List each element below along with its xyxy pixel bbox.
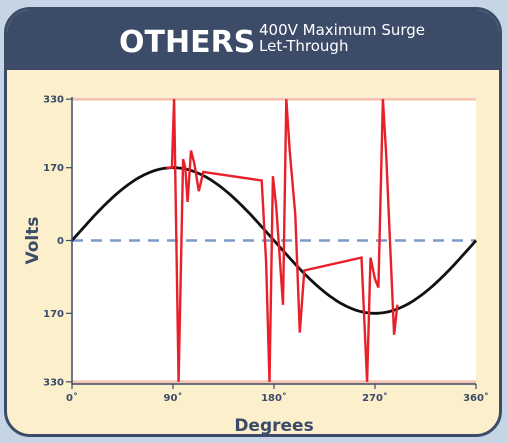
x-tick-label: 0˚ bbox=[66, 392, 78, 404]
sine-wave-series bbox=[70, 166, 478, 315]
y-tick-labels: 330 170 0 170 330 bbox=[43, 95, 72, 388]
subtitle-line-2: Let-Through bbox=[259, 37, 349, 55]
header-banner: OTHERS 400V Maximum Surge Let-Through bbox=[7, 10, 499, 70]
y-tick-label: 0 bbox=[57, 236, 64, 247]
x-axis-label: Degrees bbox=[234, 416, 313, 436]
chart-title: OTHERS bbox=[119, 25, 256, 60]
subtitle-line-1: 400V Maximum Surge bbox=[259, 21, 426, 39]
x-tick-labels: 0˚ 90˚ 180˚ 270˚ 360˚ bbox=[66, 384, 489, 404]
y-axis-label: Volts bbox=[23, 217, 43, 265]
surge-series bbox=[166, 99, 399, 382]
y-tick-label: 330 bbox=[43, 377, 64, 388]
x-tick-label: 90˚ bbox=[164, 392, 183, 404]
y-tick-label: 170 bbox=[43, 309, 64, 320]
x-tick-label: 180˚ bbox=[261, 392, 287, 404]
x-tick-label: 270˚ bbox=[362, 392, 388, 404]
y-tick-label: 330 bbox=[43, 95, 64, 106]
limit-lines bbox=[72, 97, 476, 384]
chart-subtitle: 400V Maximum Surge Let-Through bbox=[259, 22, 425, 54]
y-tick-label: 170 bbox=[43, 163, 64, 174]
x-tick-label: 360˚ bbox=[463, 392, 489, 404]
